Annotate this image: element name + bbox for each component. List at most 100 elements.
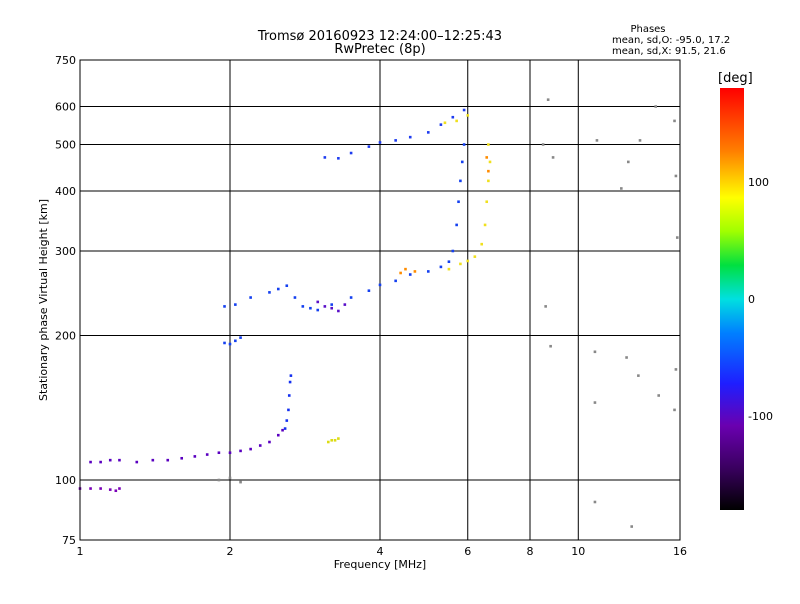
data-point <box>223 341 226 345</box>
data-point <box>239 336 242 339</box>
data-point <box>330 438 334 442</box>
data-point <box>228 342 232 346</box>
data-point <box>459 262 462 266</box>
x-axis-label: Frequency [MHz] <box>334 558 426 571</box>
data-point <box>451 249 455 253</box>
data-point <box>327 440 330 444</box>
data-point <box>249 296 252 299</box>
data-point <box>675 236 679 239</box>
data-point <box>627 160 630 164</box>
data-point <box>258 444 262 447</box>
y-axis-label: Stationary phase Virtual Height [km] <box>37 199 50 401</box>
data-point <box>544 305 547 308</box>
data-point <box>228 476 232 480</box>
data-point <box>625 356 628 359</box>
data-point <box>316 300 320 304</box>
data-point <box>487 169 490 173</box>
data-point <box>281 428 284 432</box>
data-point <box>108 458 112 462</box>
data-point <box>447 267 451 271</box>
x-tick-label: 2 <box>227 545 234 558</box>
chart-subtitle: RwPretec (8p) <box>334 42 425 57</box>
data-point <box>673 408 676 412</box>
colorbar-ticks: 100 0 -100 <box>748 176 773 423</box>
data-point <box>630 525 634 528</box>
y-tick-label: 300 <box>55 245 76 258</box>
data-point <box>408 135 412 139</box>
data-point <box>459 179 462 183</box>
data-point <box>487 143 490 146</box>
data-point <box>541 143 545 146</box>
colorbar-tick-label: -100 <box>748 410 773 423</box>
data-point <box>108 488 112 491</box>
data-point <box>620 187 623 190</box>
data-point <box>593 401 597 404</box>
data-point <box>118 487 121 490</box>
grid-layer <box>80 60 680 540</box>
data-point <box>343 303 347 306</box>
data-point <box>217 451 221 455</box>
data-point <box>593 350 597 354</box>
data-point <box>166 458 170 462</box>
data-point <box>205 453 209 456</box>
y-tick-label: 750 <box>55 54 76 67</box>
data-point <box>193 455 197 458</box>
data-point <box>99 487 102 490</box>
data-point <box>323 156 327 159</box>
data-point <box>654 105 657 108</box>
data-point <box>439 123 443 126</box>
data-point <box>595 139 599 142</box>
data-point <box>457 200 460 204</box>
data-point <box>451 115 455 119</box>
data-point <box>89 460 92 464</box>
data-point <box>443 121 447 125</box>
data-point <box>337 157 340 160</box>
legend-x-stats: mean, sd,X: 91.5, 21.6 <box>612 46 726 57</box>
data-point <box>135 460 139 464</box>
data-point <box>447 260 451 264</box>
colorbar-tick-label: 0 <box>748 293 755 306</box>
data-point <box>289 374 293 377</box>
data-point <box>673 119 676 123</box>
legend-heading: Phases <box>630 24 665 35</box>
data-point <box>551 156 555 159</box>
data-point <box>249 447 252 451</box>
data-point <box>333 438 337 442</box>
data-point <box>276 287 280 291</box>
y-tick-label: 400 <box>55 185 76 198</box>
colorbar-tick-label: 100 <box>748 176 769 189</box>
data-point <box>283 427 287 430</box>
data-point <box>239 480 242 484</box>
data-point <box>638 139 642 142</box>
colorbar <box>720 88 744 510</box>
y-tick-label: 100 <box>55 474 76 487</box>
data-point <box>217 478 221 482</box>
data-point <box>378 141 382 144</box>
data-point <box>674 368 678 371</box>
data-point <box>151 458 155 462</box>
data-point <box>378 283 382 287</box>
data-point <box>367 145 371 148</box>
data-point <box>367 289 371 292</box>
points-layer <box>78 98 679 528</box>
data-point <box>488 160 492 164</box>
data-point <box>593 500 597 504</box>
data-point <box>99 460 102 464</box>
data-point <box>455 119 458 123</box>
colorbar-label: [deg] <box>718 71 753 86</box>
data-point <box>485 200 489 204</box>
data-point <box>485 156 489 159</box>
data-point <box>293 296 297 299</box>
data-point <box>285 419 289 422</box>
data-point <box>399 271 402 275</box>
data-point <box>118 458 121 462</box>
data-point <box>483 223 487 227</box>
data-point <box>330 306 334 310</box>
data-point <box>657 394 660 397</box>
data-point <box>316 308 320 312</box>
data-point <box>309 306 312 310</box>
data-point <box>114 489 118 493</box>
data-point <box>234 339 237 343</box>
data-point <box>549 344 552 348</box>
x-tick-label: 1 <box>77 545 84 558</box>
